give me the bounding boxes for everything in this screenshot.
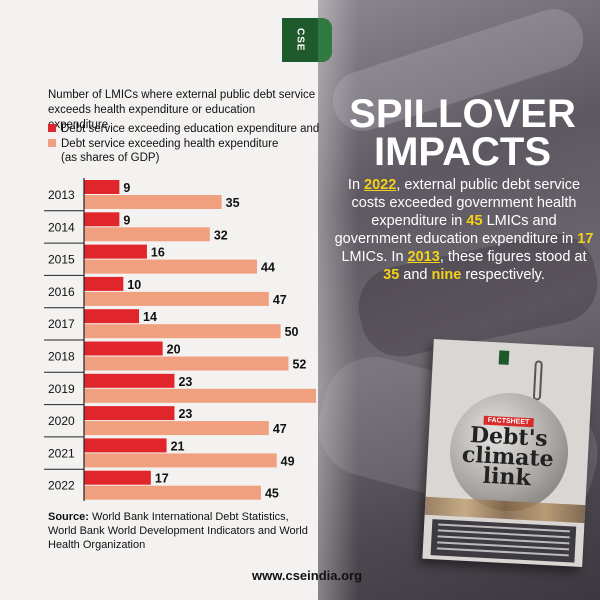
health-value-2013: 35 [226, 196, 240, 210]
education-value-2018: 20 [167, 343, 181, 357]
health-bar-2021 [84, 453, 277, 468]
education-value-2017: 14 [143, 310, 157, 324]
cse-logo-small [498, 350, 510, 365]
year-label-2014: 2014 [48, 220, 75, 234]
cse-logo: CSE [282, 18, 318, 62]
education-bar-2021 [84, 438, 167, 453]
year-label-2018: 2018 [48, 350, 75, 364]
education-value-2022: 17 [155, 472, 169, 486]
year-label-2013: 2013 [48, 188, 75, 202]
health-bar-2014 [84, 227, 210, 242]
health-bar-2017 [84, 324, 281, 339]
headline: SPILLOVER IMPACTS [330, 92, 595, 174]
education-value-2020: 23 [178, 407, 192, 421]
education-value-2019: 23 [178, 375, 192, 389]
education-value-2016: 10 [127, 278, 141, 292]
highlight-nine: nine [431, 267, 462, 283]
education-bar-2015 [84, 244, 147, 259]
education-bar-2016 [84, 276, 124, 291]
legend-education: Debt service exceeding education expendi… [48, 122, 319, 136]
story-text: In 2022, external public debt service co… [334, 177, 594, 283]
education-value-2013: 9 [123, 181, 130, 195]
year-label-2017: 2017 [48, 317, 75, 331]
health-value-2018: 52 [292, 358, 306, 372]
highlight-17: 17 [577, 231, 594, 247]
education-bar-2014 [84, 212, 120, 227]
health-bar-2018 [84, 356, 289, 371]
health-value-2021: 49 [281, 454, 295, 468]
year-label-2021: 2021 [48, 446, 75, 460]
health-bar-2016 [84, 291, 269, 306]
health-value-2020: 47 [273, 422, 287, 436]
chart-title: Number of LMICs where external public de… [48, 89, 316, 131]
year-label-2016: 2016 [48, 285, 75, 299]
health-value-2017: 50 [285, 325, 299, 339]
year-label-2022: 2022 [48, 479, 75, 493]
health-bar-2015 [84, 259, 258, 274]
legend-health: Debt service exceeding health expenditur… [48, 137, 278, 151]
year-label-2020: 2020 [48, 414, 75, 428]
education-bar-2020 [84, 406, 175, 421]
factsheet-title: Debt's climate link [461, 422, 555, 492]
education-bar-2013 [84, 180, 120, 194]
chain-icon [532, 360, 543, 401]
legend-swatch-health [48, 139, 56, 147]
health-bar-2019 [84, 388, 316, 403]
education-bar-2018 [84, 341, 163, 356]
education-value-2015: 16 [151, 246, 165, 260]
website-url: www.cseindia.org [252, 568, 363, 583]
factsheet-blurb [430, 519, 577, 563]
highlight-45: 45 [466, 213, 483, 229]
headline-line2: IMPACTS [373, 130, 552, 174]
headline-line1: SPILLOVER [349, 92, 576, 136]
education-value-2021: 21 [171, 439, 185, 453]
highlight-2013: 2013 [407, 249, 440, 265]
highlight-2022: 2022 [364, 177, 397, 193]
health-bar-2013 [84, 195, 222, 209]
health-value-2015: 44 [261, 261, 275, 275]
health-value-2022: 45 [265, 487, 279, 501]
leaf-icon [318, 18, 332, 62]
education-bar-2017 [84, 309, 140, 324]
highlight-35: 35 [383, 267, 400, 283]
health-bar-2020 [84, 421, 269, 436]
year-label-2015: 2015 [48, 253, 75, 267]
health-value-2014: 32 [214, 228, 228, 242]
education-bar-2019 [84, 373, 175, 388]
education-bar-2022 [84, 470, 151, 485]
factsheet-cover: FACTSHEET Debt's climate link [422, 338, 594, 568]
education-value-2014: 9 [123, 213, 130, 227]
legend-swatch-education [48, 124, 56, 132]
year-label-2019: 2019 [48, 382, 75, 396]
source-note: Source: World Bank International Debt St… [48, 511, 308, 551]
health-value-2016: 47 [273, 293, 287, 307]
health-bar-2022 [84, 485, 261, 500]
legend-health-note: (as shares of GDP) [61, 152, 160, 164]
